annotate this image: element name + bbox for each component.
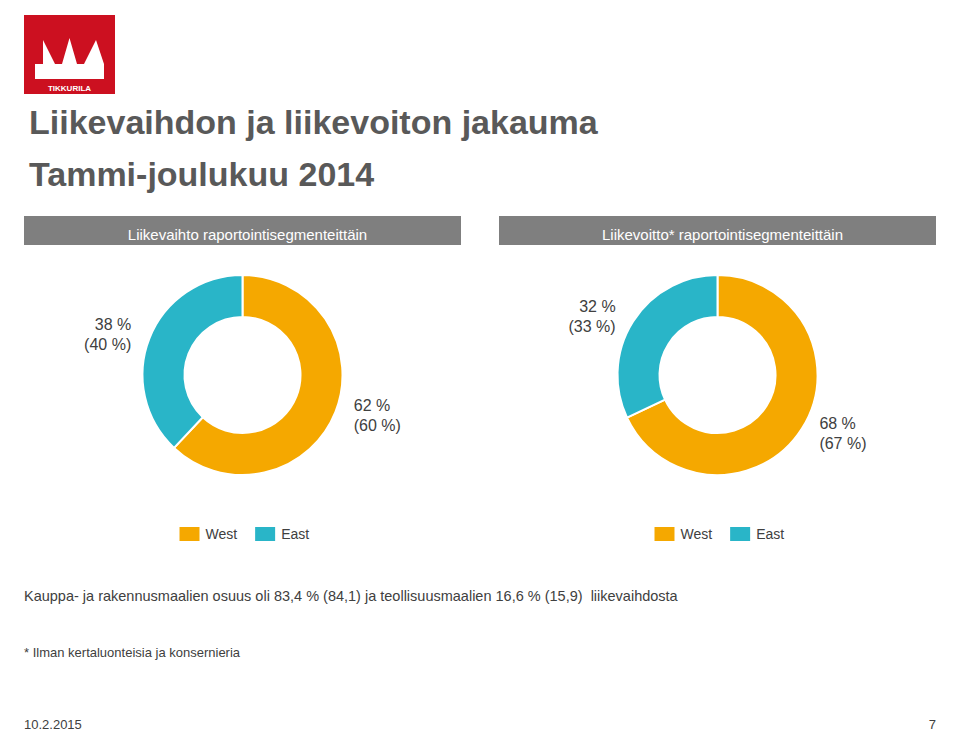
svg-text:East: East <box>756 526 784 542</box>
svg-text:West: West <box>206 526 238 542</box>
svg-text:Liikevaihdon ja liikevoiton ja: Liikevaihdon ja liikevoiton jakauma <box>29 103 599 141</box>
svg-text:* Ilman kertaluonteisia ja kon: * Ilman kertaluonteisia ja konsernieria <box>24 645 241 660</box>
svg-text:7: 7 <box>929 717 936 732</box>
svg-text:Liikevoitto* raportointisegmen: Liikevoitto* raportointisegmenteittäin <box>602 226 843 243</box>
svg-text:38 %: 38 % <box>95 316 131 333</box>
svg-text:TIKKURILA: TIKKURILA <box>48 84 91 93</box>
svg-text:(33 %): (33 %) <box>568 318 615 335</box>
svg-text:Kauppa- ja rakennusmaalien osu: Kauppa- ja rakennusmaalien osuus oli 83,… <box>24 588 679 604</box>
svg-text:68 %: 68 % <box>819 415 855 432</box>
svg-text:East: East <box>281 526 309 542</box>
svg-text:Tammi-joulukuu 2014: Tammi-joulukuu 2014 <box>29 155 374 193</box>
svg-text:(40 %): (40 %) <box>84 336 131 353</box>
svg-text:Liikevaihto raportointisegment: Liikevaihto raportointisegmenteittäin <box>128 226 367 243</box>
svg-text:32 %: 32 % <box>579 298 615 315</box>
svg-text:10.2.2015: 10.2.2015 <box>24 717 82 732</box>
svg-text:(67 %): (67 %) <box>819 435 866 452</box>
svg-text:62 %: 62 % <box>354 397 390 414</box>
svg-text:West: West <box>681 526 713 542</box>
svg-text:(60 %): (60 %) <box>354 417 401 434</box>
